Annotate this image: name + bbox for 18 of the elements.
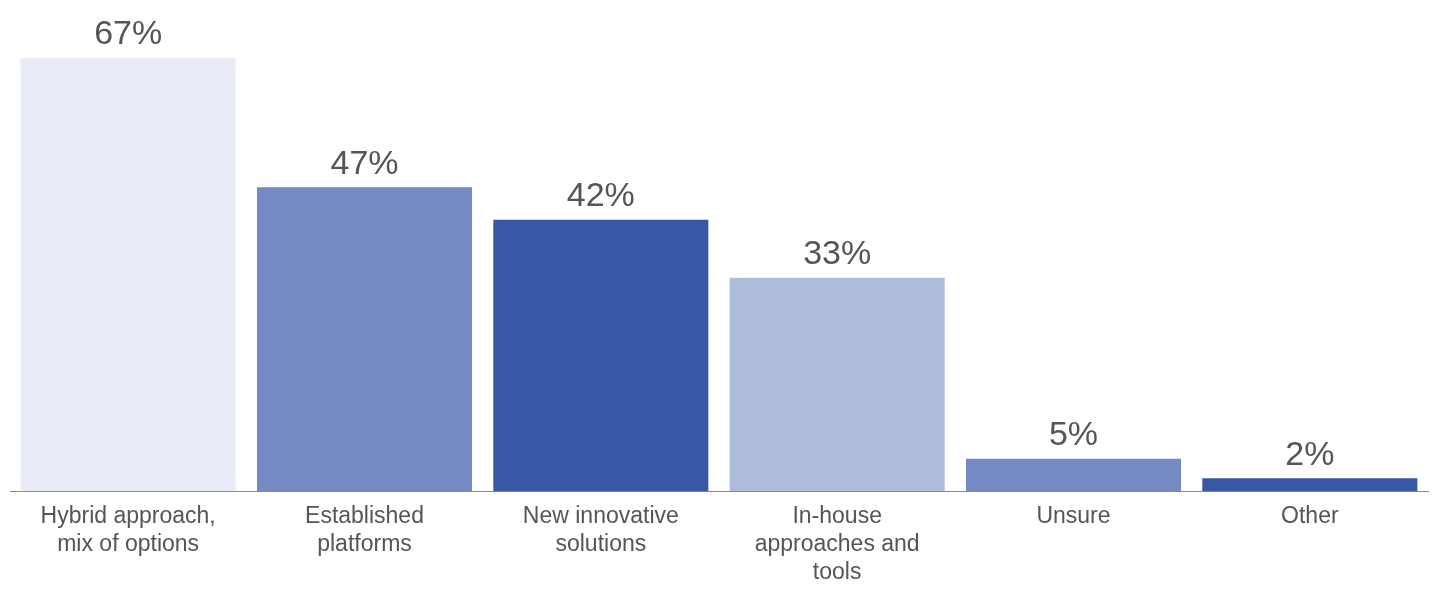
- x-tick-label: Other: [1281, 502, 1339, 529]
- data-label: 42%: [566, 175, 635, 214]
- data-label: 33%: [803, 233, 872, 272]
- x-tick-label: In-house approaches and tools: [754, 502, 920, 584]
- x-tick-label: Hybrid approach, mix of options: [40, 502, 216, 556]
- data-label: 67%: [94, 13, 163, 52]
- x-tick-label: Unsure: [1036, 502, 1111, 529]
- bar: [1202, 478, 1418, 492]
- x-tick-label: Established platforms: [305, 502, 424, 556]
- x-tick-label: New innovative solutions: [522, 502, 679, 556]
- bar: [256, 187, 473, 492]
- bar: [965, 458, 1182, 492]
- bar: [20, 58, 236, 492]
- bar: [729, 277, 945, 492]
- bar: [493, 219, 709, 492]
- data-label: 47%: [330, 142, 399, 181]
- data-label: 5%: [1048, 414, 1099, 453]
- data-label: 2%: [1285, 433, 1335, 472]
